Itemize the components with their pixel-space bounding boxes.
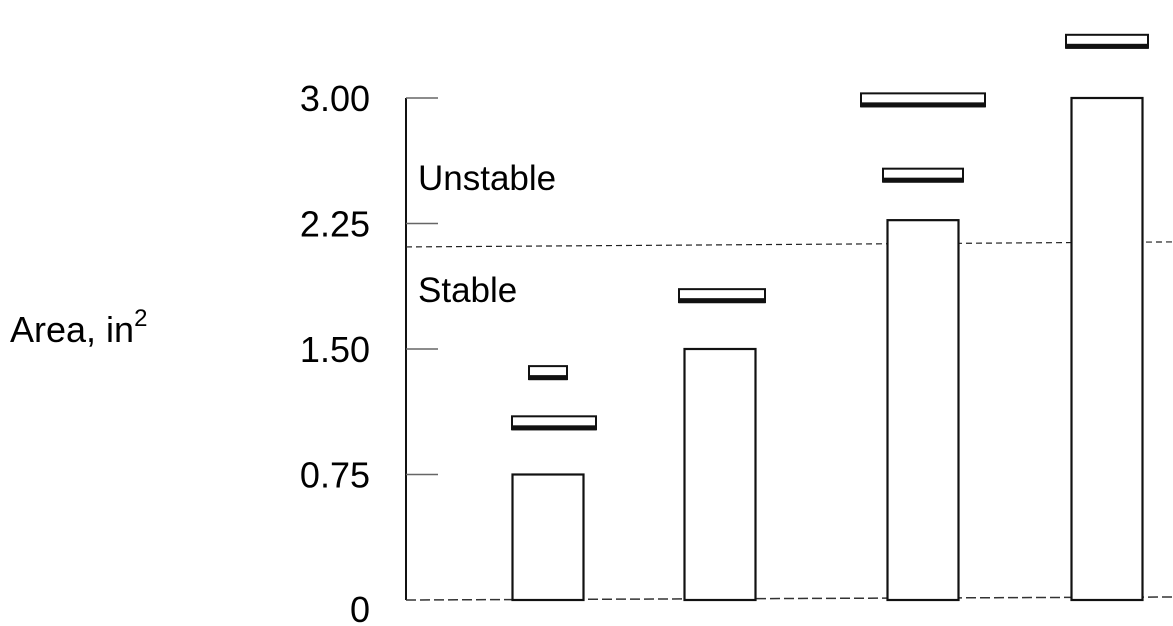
y-tick-label: 3.00	[300, 78, 370, 119]
y-tick-label: 0.75	[300, 455, 370, 496]
y-axis-label-superscript: 2	[134, 305, 147, 332]
marker-edge	[1066, 43, 1148, 49]
marker-edge	[679, 298, 765, 304]
bar	[1070, 96, 1144, 602]
bar	[683, 347, 757, 602]
y-tick-label: 2.25	[300, 204, 370, 245]
marker	[860, 92, 986, 108]
labels-group: 0 0.75 1.50 2.25 3.00 Unstable Stable	[300, 78, 556, 626]
y-tick-label: 0	[350, 589, 370, 626]
stability-threshold-line	[405, 241, 1173, 248]
marker	[528, 365, 568, 381]
stable-region-label: Stable	[418, 271, 517, 310]
y-axis-label-text: Area, in	[10, 309, 134, 350]
marker-edge	[883, 177, 963, 183]
bar	[511, 473, 585, 602]
y-tick-label: 1.50	[300, 329, 370, 370]
markers-group	[511, 33, 1149, 431]
y-axis-label: Area, in2	[10, 305, 147, 350]
bars-group	[511, 96, 1144, 602]
marker	[678, 288, 766, 304]
bar	[886, 219, 960, 602]
marker-edge	[861, 102, 985, 108]
marker	[511, 415, 597, 431]
marker-edge	[512, 425, 596, 431]
unstable-region-label: Unstable	[418, 159, 556, 198]
marker-edge	[529, 375, 567, 381]
marker	[1065, 33, 1149, 49]
marker	[882, 167, 964, 183]
